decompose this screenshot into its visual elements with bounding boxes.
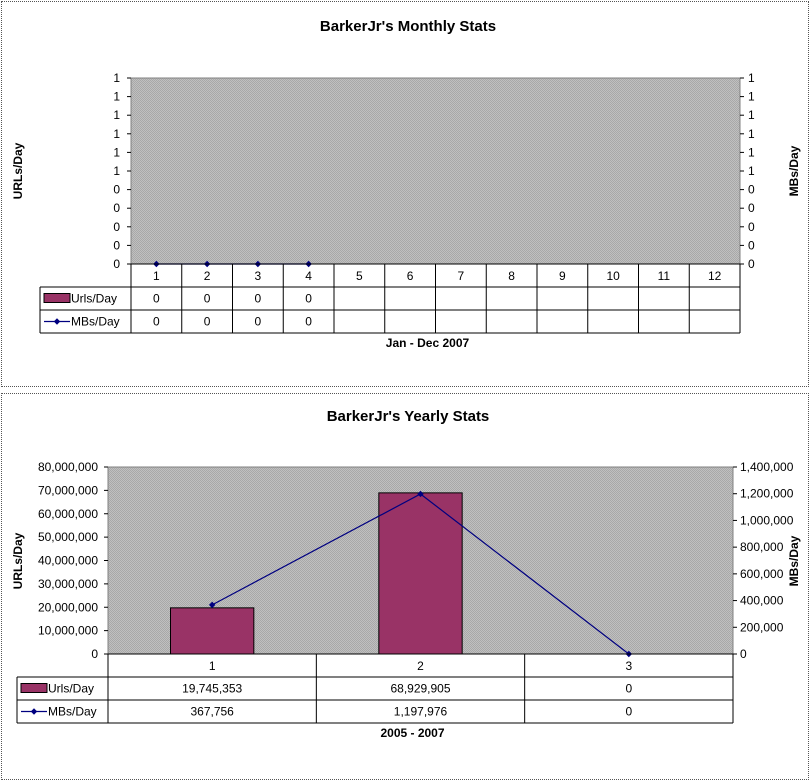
y-left-tick-label: 1 (113, 90, 120, 104)
table-cell-value: 0 (255, 315, 262, 329)
y-right-tick-label: 0 (748, 201, 755, 215)
y-right-tick-label: 0 (748, 238, 755, 252)
x-category-label: 4 (305, 269, 312, 283)
y-left-tick-label: 80,000,000 (38, 460, 98, 474)
table-cell-value: 0 (255, 292, 262, 306)
yearly-chart: BarkerJr's Yearly Stats 0 10,000,000 20,000… (11, 408, 801, 740)
y-right-tick-label: 1 (748, 145, 755, 159)
x-category-label: 3 (625, 659, 632, 673)
x-category-label: 5 (356, 269, 363, 283)
x-axis-title: 2005 - 2007 (380, 726, 444, 740)
x-category-label: 7 (458, 269, 465, 283)
monthly-chart: BarkerJr's Monthly Stats0000011111100000… (11, 18, 801, 350)
x-category-label: 2 (204, 269, 211, 283)
y-left-tick-label: 1 (113, 127, 120, 141)
y-right-tick-label: 0 (748, 257, 755, 271)
y-left-tick-label: 0 (113, 257, 120, 271)
table-cell-value: 0 (625, 682, 632, 696)
table-cell-value: 0 (153, 292, 160, 306)
y-right-tick-label: 1 (748, 90, 755, 104)
y-left-tick-label: 30,000,000 (38, 577, 98, 591)
table-cell-value: 0 (305, 292, 312, 306)
y-right-tick-label: 0 (748, 183, 755, 197)
y-left-axis-title: URLs/Day (11, 532, 25, 589)
chart-title: BarkerJr's Monthly Stats (320, 18, 496, 35)
y-right-tick-label: 1 (748, 164, 755, 178)
y-left-tick-label: 40,000,000 (38, 554, 98, 568)
y-right-tick-label: 1 (748, 71, 755, 85)
legend-label: Urls/Day (71, 292, 117, 306)
y-right-tick-label: 600,000 (740, 567, 784, 581)
table-cell-value: 68,929,905 (390, 682, 450, 696)
y-right-tick-label: 1,400,000 (740, 460, 794, 474)
x-category-label: 11 (658, 269, 671, 283)
y-left-tick-label: 1 (113, 108, 120, 122)
legend-key-marker (30, 708, 38, 715)
bar-urlsday-1 (170, 607, 255, 655)
y-left-tick-label: 0 (91, 647, 98, 661)
yearly-chart-panel: BarkerJr's Yearly Stats 0 10,000,000 20,000… (1, 393, 809, 780)
table-cell-value: 0 (204, 315, 211, 329)
y-right-tick-label: 0 (740, 647, 747, 661)
table-cell-value: 1,197,976 (394, 705, 448, 719)
line-point-2 (417, 490, 424, 498)
y-right-tick-label: 400,000 (740, 594, 784, 608)
legend-label: MBs/Day (71, 315, 120, 329)
x-category-label: 3 (255, 269, 262, 283)
y-left-tick-label: 10,000,000 (38, 624, 98, 638)
y-right-tick-label: 1,000,000 (740, 513, 794, 527)
x-category-label: 2 (417, 659, 424, 673)
y-right-tick-label: 1 (748, 127, 755, 141)
x-category-label: 1 (153, 269, 160, 283)
plot-area (130, 77, 741, 265)
table-cell-value: 0 (153, 315, 160, 329)
y-left-tick-label: 0 (113, 201, 120, 215)
table-cell-value: 0 (625, 705, 632, 719)
y-right-tick-label: 200,000 (740, 620, 784, 634)
y-right-tick-label: 1,200,000 (740, 487, 794, 501)
y-left-tick-label: 20,000,000 (38, 600, 98, 614)
x-category-label: 6 (407, 269, 414, 283)
x-category-label: 10 (606, 269, 620, 283)
y-left-tick-label: 1 (113, 71, 120, 85)
y-right-tick-label: 0 (748, 220, 755, 234)
x-category-label: 12 (708, 269, 722, 283)
table-cell-value: 0 (204, 292, 211, 306)
x-axis-title: Jan - Dec 2007 (386, 336, 470, 350)
table-cell-value: 367,756 (190, 705, 234, 719)
legend-key-marker (53, 318, 61, 325)
y-right-tick-label: 800,000 (740, 540, 784, 554)
y-left-tick-label: 50,000,000 (38, 530, 98, 544)
table-cell-value: 0 (305, 315, 312, 329)
monthly-chart-panel: BarkerJr's Monthly Stats 0 0 0 0 0 1 1 1 1 1 1 0 0 0 0 0… (1, 1, 809, 387)
y-left-tick-label: 0 (113, 183, 120, 197)
legend-key-bar (20, 683, 48, 693)
line-point-1 (208, 601, 216, 609)
y-right-axis-title: MBs/Day (787, 145, 801, 196)
y-right-axis-title: MBs/Day (787, 535, 801, 586)
y-left-tick-label: 0 (113, 220, 120, 234)
y-left-tick-label: 1 (113, 145, 120, 159)
legend-label: Urls/Day (48, 682, 94, 696)
y-left-tick-label: 60,000,000 (38, 507, 98, 521)
legend-label: MBs/Day (48, 705, 97, 719)
y-left-tick-label: 70,000,000 (38, 483, 98, 497)
legend-key-bar (43, 293, 71, 303)
y-left-axis-title: URLs/Day (11, 142, 25, 199)
x-category-label: 9 (559, 269, 566, 283)
x-category-label: 1 (209, 659, 216, 673)
x-category-label: 8 (508, 269, 515, 283)
table-cell-value: 19,745,353 (182, 682, 242, 696)
y-left-tick-label: 1 (113, 164, 120, 178)
chart-title: BarkerJr's Yearly Stats (327, 408, 490, 425)
y-left-tick-label: 0 (113, 238, 120, 252)
y-right-tick-label: 1 (748, 108, 755, 122)
